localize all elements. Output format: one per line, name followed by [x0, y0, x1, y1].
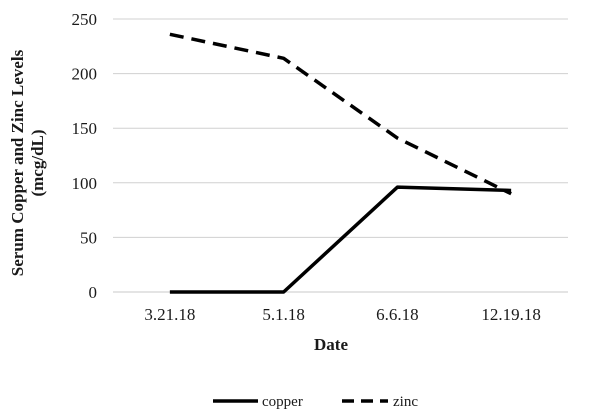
x-tick-label: 3.21.18	[144, 305, 195, 324]
y-tick-label: 0	[89, 283, 98, 302]
y-tick-label: 50	[80, 228, 97, 247]
legend-zinc-label: zinc	[393, 394, 418, 410]
series-line-copper	[170, 187, 511, 292]
legend: copper zinc	[213, 394, 418, 410]
legend-copper-label: copper	[262, 394, 303, 410]
y-tick-label: 150	[72, 119, 98, 138]
x-tick-label: 12.19.18	[481, 305, 541, 324]
x-tick-label: 5.1.18	[262, 305, 305, 324]
axes: 0 50 100 150 200 250 3.21.18 5.1.18 6.6.18 12.19.…	[72, 10, 569, 324]
y-axis-title-line-2: (mcg/dL)	[28, 129, 47, 196]
x-axis-title: Date	[314, 335, 348, 354]
y-tick-label: 100	[72, 174, 98, 193]
y-tick-label: 200	[72, 65, 98, 84]
series-lines	[170, 34, 511, 292]
x-tick-label: 6.6.18	[376, 305, 419, 324]
y-tick-label: 250	[72, 10, 98, 29]
gridlines	[113, 19, 568, 237]
series-line-zinc	[170, 34, 511, 193]
y-axis-title-line-1: Serum Copper and Zinc Levels	[8, 49, 27, 276]
